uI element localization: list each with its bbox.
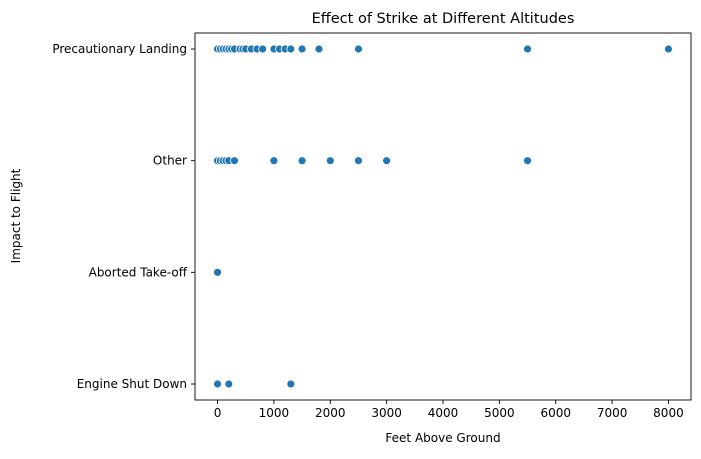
scatter-point	[382, 156, 392, 166]
scatter-point	[286, 379, 296, 389]
scatter-point	[523, 44, 532, 54]
x-tick-label: 5000	[484, 406, 515, 420]
y-tick-label: Aborted Take-off	[89, 265, 188, 279]
scatter-point	[354, 156, 363, 166]
scatter-point	[325, 156, 335, 166]
x-axis-label: Feet Above Ground	[385, 431, 500, 445]
y-tick-label: Other	[153, 154, 187, 168]
x-tick-label: 3000	[371, 406, 402, 420]
y-tick-label: Engine Shut Down	[77, 377, 187, 391]
points-layer	[213, 44, 673, 389]
x-tick-label: 4000	[428, 406, 459, 420]
x-tick-label: 6000	[540, 406, 571, 420]
scatter-point	[297, 44, 307, 54]
y-axis-label: Impact to Flight	[9, 168, 23, 263]
plot-frame	[194, 32, 692, 401]
scatter-point	[523, 156, 532, 166]
x-tick-label: 2000	[315, 406, 346, 420]
x-tick-label: 7000	[597, 406, 628, 420]
tick-layer: 0 1000 2000 3000 4000 5000 6000 7000 8000 Precaut…	[52, 42, 683, 420]
y-tick-label: Precautionary Landing	[52, 42, 187, 56]
scatter-point	[664, 44, 673, 54]
x-tick-label: 1000	[259, 406, 290, 420]
scatter-point	[297, 156, 307, 166]
scatter-point	[213, 267, 222, 277]
scatter-point	[269, 156, 279, 166]
scatter-point	[213, 379, 222, 389]
scatter-point	[230, 156, 239, 166]
x-tick-label: 8000	[653, 406, 684, 420]
chart-title: Effect of Strike at Different Altitudes	[312, 11, 575, 27]
scatter-point	[224, 379, 234, 389]
scatter-point	[258, 44, 268, 54]
scatter-point	[354, 44, 363, 54]
scatter-point	[314, 44, 324, 54]
scatter-point	[286, 44, 296, 54]
x-tick-label: 0	[214, 406, 222, 420]
